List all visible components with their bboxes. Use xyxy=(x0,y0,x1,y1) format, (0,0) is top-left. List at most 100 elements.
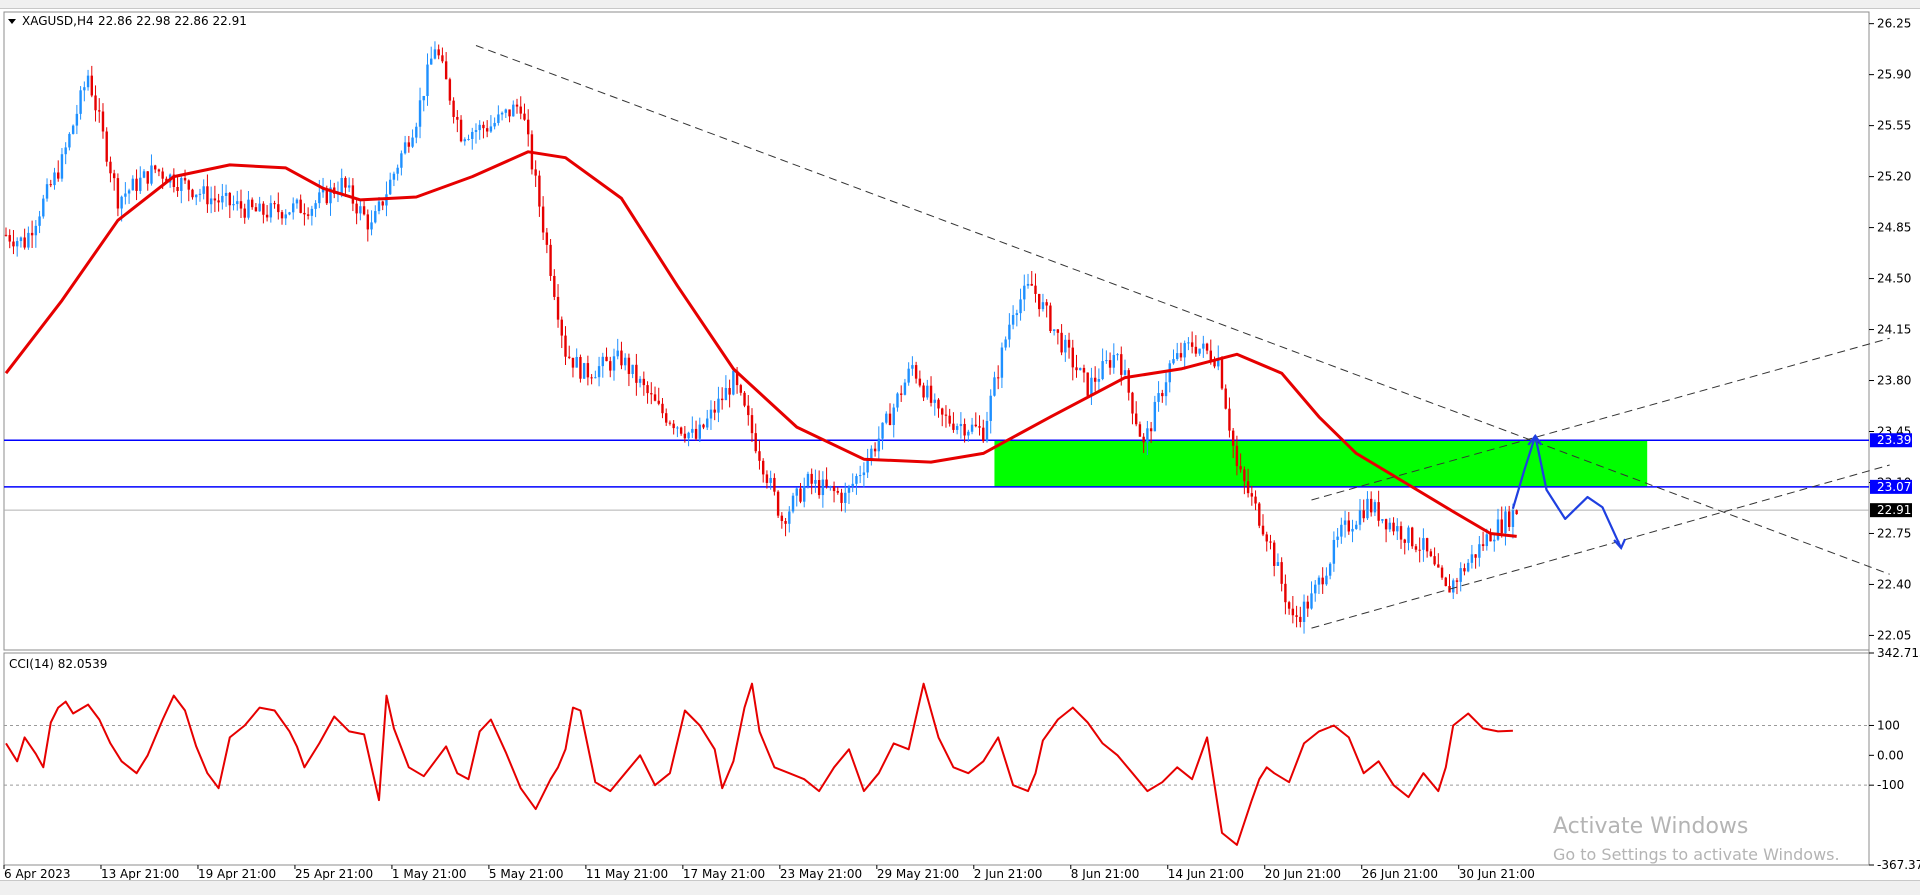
candle-body xyxy=(631,364,634,374)
candle-body xyxy=(485,128,489,132)
candle-body xyxy=(161,171,164,179)
candle-body xyxy=(482,124,485,129)
candle-body xyxy=(1414,546,1418,550)
candle-body xyxy=(1108,360,1112,368)
candle-body xyxy=(381,201,384,206)
candle-body xyxy=(735,370,739,386)
candle-body xyxy=(1176,353,1179,360)
candle-body xyxy=(579,356,582,379)
candle-body xyxy=(433,49,437,59)
cci-tick-label: 0.00 xyxy=(1877,748,1904,762)
candle-body xyxy=(1202,343,1205,349)
candle-body xyxy=(198,193,202,195)
candle-body xyxy=(1500,519,1503,534)
ohlc-values: 22.86 22.98 22.86 22.91 xyxy=(98,14,247,28)
candle-body xyxy=(1213,361,1216,367)
candle-body xyxy=(1306,601,1309,609)
candle-body xyxy=(952,423,955,430)
candle-body xyxy=(437,49,440,56)
candle-body xyxy=(127,190,131,194)
candle-body xyxy=(1325,575,1328,585)
candle-body xyxy=(866,459,869,473)
candle-body xyxy=(594,377,597,379)
candle-body xyxy=(635,364,638,383)
candle-body xyxy=(124,193,127,197)
candle-body xyxy=(351,185,355,204)
time-tick-label: 20 Jun 21:00 xyxy=(1265,867,1341,881)
candle-body xyxy=(989,395,992,421)
candle-body xyxy=(1026,283,1030,286)
level-price-label: 23.39 xyxy=(1877,433,1911,447)
candle-body xyxy=(64,147,67,155)
candle-body xyxy=(1198,348,1201,354)
price-pane[interactable] xyxy=(3,11,1870,651)
candle-body xyxy=(1056,329,1060,333)
candle-body xyxy=(851,483,854,487)
candle-body xyxy=(810,473,813,484)
candle-body xyxy=(844,492,847,503)
toolbar-strip xyxy=(0,0,1920,9)
cci-tick-label: 100 xyxy=(1877,718,1900,732)
candle-body xyxy=(590,377,593,379)
candle-body xyxy=(568,356,571,358)
candle-body xyxy=(493,122,496,127)
candle-body xyxy=(79,90,82,114)
candle-body xyxy=(881,422,884,439)
candle-body xyxy=(68,133,71,148)
candle-body xyxy=(918,378,922,386)
candle-body xyxy=(1008,324,1011,340)
candle-body xyxy=(545,232,549,245)
candle-body xyxy=(1071,347,1074,368)
candle-body xyxy=(374,211,377,223)
candle-body xyxy=(254,207,258,212)
candle-body xyxy=(172,174,176,187)
candle-body xyxy=(773,477,776,492)
candle-body xyxy=(739,385,743,393)
candle-body xyxy=(728,387,731,395)
candle-body xyxy=(646,385,649,394)
candle-body xyxy=(206,186,209,205)
candle-body xyxy=(1511,510,1515,527)
cci-tick-label: -367.374 xyxy=(1877,858,1920,872)
candle-body xyxy=(1466,562,1470,572)
chevron-down-icon[interactable] xyxy=(8,19,16,24)
candle-body xyxy=(422,95,425,101)
candle-body xyxy=(609,361,612,371)
cci-pane[interactable] xyxy=(3,652,1870,866)
candle-body xyxy=(1276,562,1280,566)
candle-body xyxy=(441,55,444,62)
candle-body xyxy=(1411,527,1414,547)
time-tick-label: 1 May 21:00 xyxy=(392,867,467,881)
candle-body xyxy=(329,187,332,204)
candle-body xyxy=(638,378,642,383)
candle-body xyxy=(1157,393,1160,402)
candle-body xyxy=(1153,401,1157,432)
candle-body xyxy=(907,368,910,383)
candle-body xyxy=(914,365,918,379)
candle-body xyxy=(683,433,687,439)
candle-body xyxy=(564,335,567,357)
candle-body xyxy=(109,161,112,174)
candle-body xyxy=(1243,469,1246,482)
price-tick-label: 22.05 xyxy=(1877,628,1911,642)
candle-body xyxy=(1187,342,1190,344)
candle-body xyxy=(1134,413,1138,425)
time-tick-label: 11 May 21:00 xyxy=(586,867,668,881)
candle-body xyxy=(1481,544,1485,547)
candle-body xyxy=(1265,534,1268,542)
candle-body xyxy=(1168,363,1171,383)
candle-body xyxy=(1343,520,1347,525)
candle-body xyxy=(15,241,19,247)
candle-body xyxy=(896,393,899,408)
candle-body xyxy=(310,208,314,216)
activate-windows-subtitle: Go to Settings to activate Windows. xyxy=(1553,845,1840,864)
candle-body xyxy=(415,126,418,138)
candle-body xyxy=(30,232,34,236)
candle-body xyxy=(1041,302,1045,310)
candle-body xyxy=(19,237,23,242)
candle-body xyxy=(1317,577,1321,585)
candle-body xyxy=(232,204,235,206)
price-tick-label: 22.75 xyxy=(1877,526,1911,540)
